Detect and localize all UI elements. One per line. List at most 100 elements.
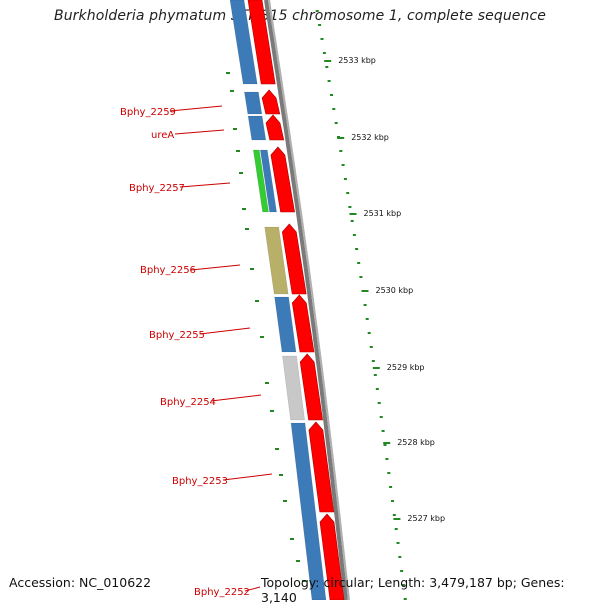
scale-tick — [349, 213, 357, 215]
gc-dash — [236, 150, 240, 152]
gc-dash — [365, 318, 369, 320]
reverse-gene — [244, 91, 263, 115]
scale-tick — [337, 137, 345, 139]
forward-gene — [308, 421, 335, 513]
map-title: Burkholderia phymatum STM815 chromosome … — [53, 8, 546, 24]
gc-dash — [330, 94, 333, 96]
gene-label: Bphy_2257 — [129, 183, 185, 194]
gc-dash — [275, 448, 279, 450]
gene-label-leader — [222, 473, 273, 481]
scale-tick — [383, 442, 391, 444]
scale-tick-label: 2527 kbp — [407, 514, 445, 523]
forward-gene — [299, 353, 323, 421]
gc-dash — [239, 172, 243, 174]
scale-tick-label: 2533 kbp — [338, 56, 376, 65]
gc-dash — [341, 164, 345, 166]
gc-dash — [403, 598, 407, 600]
gc-dash — [379, 416, 383, 418]
gc-dash — [233, 128, 237, 130]
reverse-gene — [252, 149, 269, 213]
reverse-gene — [247, 115, 267, 141]
gc-dash — [250, 268, 254, 270]
gc-dash — [343, 178, 347, 180]
gene-label-layer: Bphy_2259 ureA Bphy_2257 Bphy_2256 Bphy_2255… — [120, 105, 273, 598]
gene-label: Bphy_2259 — [120, 107, 176, 118]
gc-dash — [350, 220, 354, 222]
gc-dash — [377, 402, 381, 404]
forward-gene — [261, 89, 281, 115]
accession-text: Accession: NC_010622 — [9, 575, 152, 590]
gc-dash — [320, 38, 324, 40]
scale-tick-label: 2531 kbp — [364, 209, 402, 218]
reverse-gene — [282, 355, 305, 421]
scale-tick — [361, 290, 369, 292]
gc-dash — [339, 150, 343, 152]
reverse-strand-track — [229, 0, 327, 600]
gene-label-leader — [199, 327, 251, 335]
forward-gene — [270, 146, 295, 213]
scale-tick — [372, 367, 380, 369]
scale-tick — [324, 60, 332, 62]
gc-dash — [392, 514, 396, 516]
gc-dash — [348, 206, 352, 208]
gc-dash — [260, 336, 264, 338]
scale-tick-label: 2530 kbp — [376, 286, 414, 295]
gc-dash — [302, 580, 306, 582]
forward-gene — [281, 223, 307, 295]
gc-dash — [315, 10, 319, 12]
gene-label-leader — [179, 182, 231, 188]
gc-dash — [332, 108, 336, 110]
gene-label: Bphy_2252 — [194, 587, 250, 598]
gc-dash — [327, 80, 331, 82]
forward-gene — [265, 114, 285, 141]
reverse-gene — [259, 149, 277, 213]
gc-dash — [375, 388, 379, 390]
topology-text: Topology: circular; Length: 3,479,187 bp… — [261, 575, 565, 605]
gc-dash — [318, 24, 322, 26]
gc-dash — [398, 556, 402, 558]
scale-tick-label: 2528 kbp — [397, 438, 435, 447]
gc-dash — [385, 458, 389, 460]
gc-dash — [401, 584, 405, 586]
gene-label-leader — [174, 129, 225, 135]
gc-dash — [296, 560, 300, 562]
gc-dash — [325, 66, 329, 68]
gc-dash — [283, 500, 287, 502]
backbone-track — [264, 0, 350, 600]
gene-label: Bphy_2255 — [149, 330, 205, 341]
gc-dash — [389, 486, 393, 488]
reverse-gene — [290, 422, 327, 600]
gene-label-leader — [244, 586, 261, 592]
gc-dash — [346, 192, 350, 194]
gc-dash — [279, 474, 283, 476]
gene-label-leader — [210, 394, 262, 402]
gc-dash — [381, 430, 385, 432]
reverse-gene — [264, 226, 289, 295]
gc-dash — [352, 234, 356, 236]
gc-dash — [334, 122, 338, 124]
gc-dash — [290, 538, 294, 540]
scale-tick-label: 2529 kbp — [387, 363, 425, 372]
gc-dash — [359, 276, 363, 278]
gc-dash — [396, 542, 400, 544]
reverse-gene — [229, 0, 258, 85]
gc-dash — [394, 528, 398, 530]
gene-label-leader — [190, 264, 241, 271]
gc-dash — [387, 472, 391, 474]
scale-tick — [393, 518, 401, 520]
gc-dash — [255, 300, 259, 302]
gc-dash — [245, 228, 249, 230]
gc-dash — [369, 346, 373, 348]
gc-dash — [367, 332, 371, 334]
gene-label: Bphy_2254 — [160, 397, 216, 408]
gc-dash — [400, 570, 404, 572]
backbone-line — [264, 0, 348, 600]
gc-content-track — [226, 10, 407, 600]
gc-dash — [363, 304, 367, 306]
gc-dash — [322, 52, 326, 54]
gc-dash — [230, 90, 234, 92]
scale-track: 2533 kbp 2532 kbp 2531 kbp 2530 kbp 2529 kbp… — [324, 56, 445, 523]
forward-gene — [291, 294, 315, 353]
gene-label-leader — [169, 105, 223, 112]
